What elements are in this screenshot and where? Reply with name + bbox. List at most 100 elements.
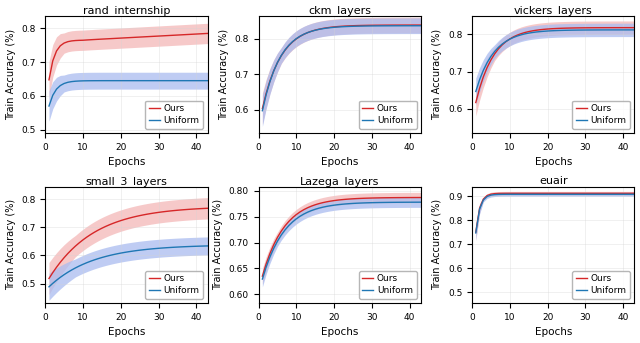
Uniform	[495, 192, 502, 197]
Ours	[132, 35, 140, 39]
Uniform	[98, 79, 106, 83]
Ours	[52, 265, 60, 269]
Uniform	[170, 245, 177, 249]
Ours	[316, 27, 323, 31]
Ours	[326, 25, 334, 29]
Ours	[551, 191, 559, 196]
X-axis label: Epochs: Epochs	[108, 157, 145, 167]
Uniform	[623, 28, 631, 32]
Uniform	[136, 79, 143, 83]
Uniform	[326, 26, 334, 30]
Ours	[86, 233, 94, 237]
Ours	[406, 196, 413, 200]
Uniform	[319, 205, 326, 209]
Ours	[132, 214, 140, 218]
Uniform	[94, 257, 102, 261]
Uniform	[274, 60, 282, 64]
Uniform	[196, 244, 204, 248]
Uniform	[94, 79, 102, 83]
Ours	[128, 215, 136, 220]
Ours	[106, 223, 113, 227]
Uniform	[540, 29, 548, 33]
Uniform	[517, 33, 525, 37]
Uniform	[402, 24, 410, 28]
Uniform	[368, 201, 376, 205]
Uniform	[177, 245, 185, 249]
Uniform	[189, 244, 196, 248]
Uniform	[491, 192, 499, 197]
Uniform	[121, 250, 129, 255]
Uniform	[121, 79, 129, 83]
Uniform	[364, 201, 372, 205]
Uniform	[281, 48, 289, 52]
Uniform	[398, 24, 406, 28]
Ours	[380, 196, 387, 200]
Ours	[525, 191, 532, 196]
Uniform	[323, 26, 330, 30]
Uniform	[627, 28, 634, 32]
Ours	[356, 196, 364, 200]
Title: ckm_layers: ckm_layers	[308, 5, 371, 16]
Ours	[181, 208, 189, 212]
Uniform	[204, 79, 211, 83]
Ours	[326, 199, 334, 203]
Uniform	[513, 34, 521, 38]
Ours	[56, 44, 64, 48]
Ours	[476, 86, 483, 91]
Uniform	[380, 200, 387, 204]
Uniform	[338, 202, 346, 206]
Uniform	[113, 79, 121, 83]
Ours	[383, 196, 391, 200]
Uniform	[376, 200, 383, 204]
Ours	[410, 23, 417, 27]
Ours	[277, 54, 285, 58]
Ours	[285, 44, 292, 48]
Ours	[551, 26, 559, 31]
Uniform	[64, 270, 72, 274]
Uniform	[323, 204, 330, 209]
X-axis label: Epochs: Epochs	[108, 328, 145, 338]
Ours	[402, 196, 410, 200]
Uniform	[147, 79, 155, 83]
Uniform	[589, 192, 596, 196]
Ours	[185, 207, 193, 211]
Ours	[616, 26, 623, 30]
Ours	[113, 36, 121, 40]
Ours	[502, 191, 510, 196]
Uniform	[616, 192, 623, 196]
Uniform	[368, 24, 376, 28]
Uniform	[330, 203, 338, 207]
Ours	[170, 209, 177, 213]
Ours	[413, 23, 421, 27]
Uniform	[181, 79, 189, 83]
Uniform	[566, 192, 574, 196]
Ours	[300, 32, 308, 36]
Ours	[398, 23, 406, 27]
Uniform	[334, 203, 342, 207]
Ours	[266, 251, 274, 256]
Ours	[555, 26, 563, 31]
Uniform	[193, 79, 200, 83]
Ours	[479, 197, 487, 201]
Ours	[360, 23, 368, 27]
Uniform	[292, 217, 300, 221]
Uniform	[316, 206, 323, 210]
Ours	[151, 34, 159, 38]
Ours	[83, 38, 91, 42]
Ours	[83, 235, 91, 239]
Ours	[124, 216, 132, 221]
Ours	[600, 191, 608, 196]
Ours	[76, 241, 83, 245]
Uniform	[166, 79, 173, 83]
Uniform	[334, 25, 342, 29]
Ours	[559, 191, 566, 196]
Ours	[585, 191, 593, 196]
Ours	[163, 34, 170, 38]
Uniform	[391, 200, 399, 204]
Ours	[563, 26, 570, 30]
Ours	[79, 238, 87, 242]
Ours	[49, 59, 56, 63]
Ours	[387, 196, 395, 200]
Ours	[417, 196, 425, 200]
Uniform	[163, 79, 170, 83]
